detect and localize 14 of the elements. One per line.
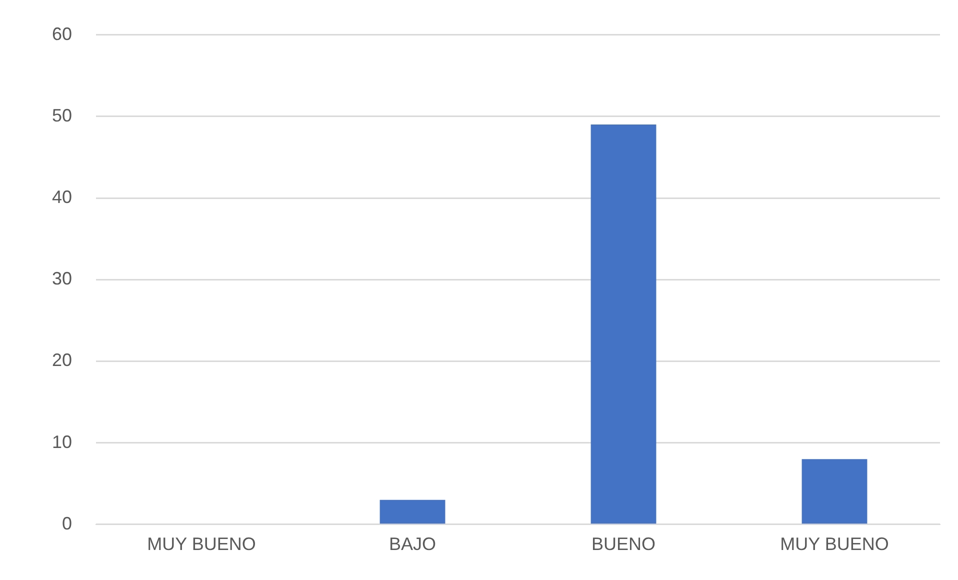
x-tick-label: BUENO [592,534,656,554]
y-tick-label: 30 [52,268,72,289]
y-tick-label: 10 [52,432,72,452]
bar [380,500,446,524]
x-tick-label: BAJO [389,534,436,554]
bar [802,459,868,524]
y-tick-label: 40 [52,186,72,207]
y-tick-label: 50 [52,105,72,126]
y-tick-label: 20 [52,350,72,370]
y-tick-label: 0 [62,513,72,534]
x-tick-label: MUY BUENO [147,534,256,554]
x-tick-label: MUY BUENO [780,534,889,554]
bar [590,124,656,524]
y-tick-label: 60 [52,24,72,44]
